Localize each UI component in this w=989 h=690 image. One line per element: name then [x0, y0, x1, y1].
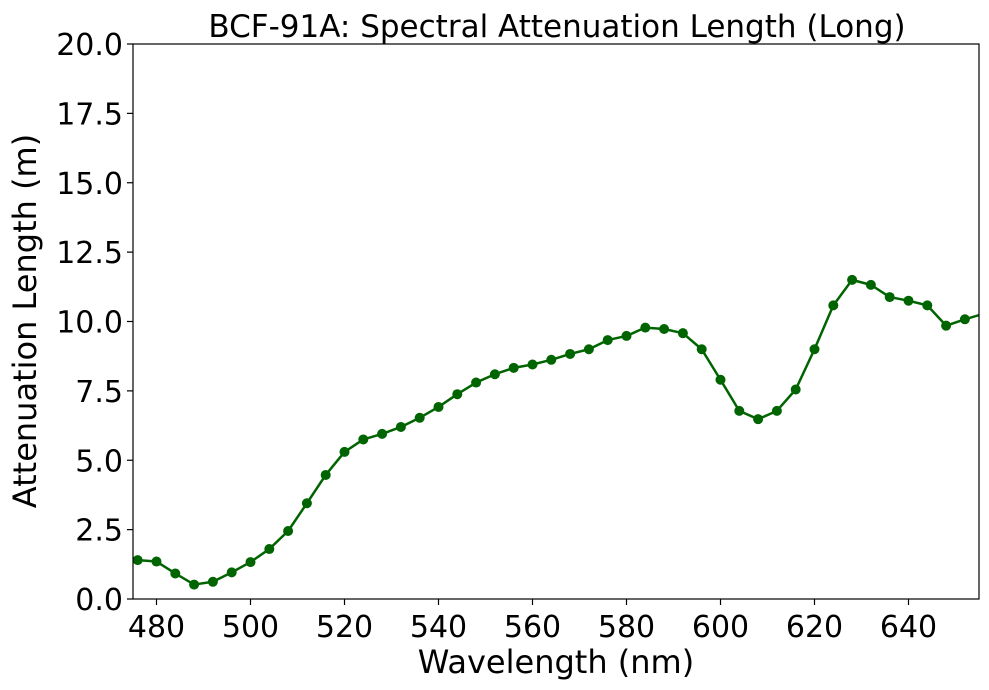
x-tick-label: 480 — [128, 610, 185, 645]
data-point — [903, 295, 914, 306]
data-point — [170, 568, 181, 579]
x-tick-label: 640 — [880, 610, 937, 645]
y-tick-label: 10.0 — [56, 306, 123, 341]
data-point — [489, 369, 500, 380]
data-point — [264, 544, 275, 555]
data-point — [696, 344, 707, 355]
data-point — [941, 320, 952, 331]
data-point — [320, 469, 331, 480]
data-point — [508, 362, 519, 373]
y-axis: 0.0 2.5 5.0 7.5 10.0 12.5 15.0 17.5 20.0 — [56, 28, 133, 618]
data-point — [471, 377, 482, 388]
x-axis-label: Wavelength (nm) — [418, 643, 694, 681]
y-tick-label: 2.5 — [75, 514, 123, 549]
data-point — [151, 556, 162, 567]
chart-title: BCF-91A: Spectral Attenuation Length (Lo… — [208, 9, 905, 45]
y-tick-label: 20.0 — [56, 28, 123, 63]
data-point — [734, 405, 745, 416]
data-point — [884, 292, 895, 303]
data-point — [283, 526, 294, 537]
y-tick-label: 17.5 — [56, 97, 123, 132]
x-tick-label: 500 — [222, 610, 279, 645]
y-tick-label: 7.5 — [75, 375, 123, 410]
data-point — [677, 328, 688, 339]
x-tick-label: 560 — [504, 610, 561, 645]
data-point — [358, 434, 369, 445]
y-tick-label: 5.0 — [75, 444, 123, 479]
data-point — [790, 384, 801, 395]
data-point — [865, 279, 876, 290]
data-point — [377, 428, 388, 439]
data-point — [715, 374, 726, 385]
data-point — [527, 359, 538, 370]
data-point — [452, 389, 463, 400]
data-point — [226, 567, 237, 578]
y-axis-label: Attenuation Length (m) — [6, 134, 44, 508]
x-tick-label: 580 — [598, 610, 655, 645]
data-point — [809, 344, 820, 355]
data-point — [245, 557, 256, 568]
data-point — [301, 498, 312, 509]
data-point — [847, 274, 858, 285]
data-point — [771, 405, 782, 416]
data-point — [207, 576, 218, 587]
data-point — [395, 421, 406, 432]
data-point — [828, 300, 839, 311]
data-point — [640, 322, 651, 333]
x-tick-label: 520 — [316, 610, 373, 645]
y-tick-label: 12.5 — [56, 236, 123, 271]
x-tick-label: 620 — [786, 610, 843, 645]
x-axis: 480 500 520 540 560 580 600 620 640 — [128, 599, 937, 645]
data-point — [133, 555, 143, 566]
data-point — [922, 300, 933, 311]
data-point — [583, 344, 594, 355]
data-point — [659, 323, 670, 334]
data-point — [414, 412, 425, 423]
x-tick-label: 600 — [692, 610, 749, 645]
y-tick-label: 0.0 — [75, 583, 123, 618]
x-tick-label: 540 — [410, 610, 467, 645]
data-point — [621, 330, 632, 341]
data-point — [602, 335, 613, 346]
data-point — [959, 314, 970, 325]
data-point — [339, 446, 350, 457]
data-point — [189, 579, 200, 590]
y-tick-label: 15.0 — [56, 167, 123, 202]
data-point — [546, 354, 557, 365]
data-point — [433, 401, 444, 412]
data-point — [753, 414, 764, 425]
data-point — [565, 348, 576, 359]
